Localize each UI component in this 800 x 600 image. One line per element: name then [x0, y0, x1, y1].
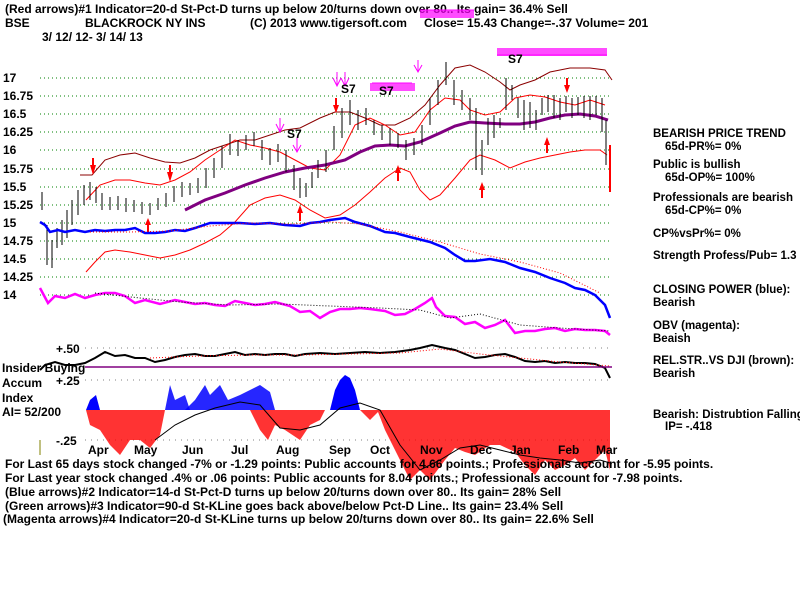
accum-label-4: AI= 52/200 — [2, 405, 62, 419]
accum-label-3: Index — [2, 391, 34, 405]
footer-magenta-arrows: (Magenta arrows)#4 Indicator=20-d St-KLi… — [3, 512, 594, 526]
accum-tick-top: +.50 — [56, 342, 80, 356]
obv-line — [38, 287, 611, 336]
x-tick: Feb — [558, 443, 580, 457]
svg-text:S7: S7 — [379, 84, 394, 98]
x-tick: Aug — [276, 443, 300, 457]
public-value: 65d-OP%= 100% — [665, 172, 755, 184]
professionals-title: Professionals are bearish — [653, 192, 793, 204]
x-tick: Dec — [470, 443, 493, 457]
accum-tick-mid: +.25 — [56, 374, 80, 388]
date-range: 3/ 12/ 12- 3/ 14/ 13 — [42, 30, 143, 44]
cp-vs-pr: CP%vsPr%= 0% — [653, 228, 741, 240]
accum-tick-bottom: -.25 — [56, 434, 77, 448]
footer-green-arrows: (Green arrows)#3 Indicator=90-d St-KLine… — [5, 499, 564, 513]
exchange-label: BSE — [5, 16, 30, 30]
magenta-arrows — [372, 9, 607, 84]
y-tick: 16.5 — [3, 107, 27, 121]
moving-average — [184, 112, 609, 212]
x-tick: Jul — [231, 443, 249, 457]
relstr-title: REL.STR..VS DJI (brown): — [653, 355, 795, 367]
closing-power-value: Bearish — [653, 297, 696, 309]
svg-text:S7: S7 — [508, 52, 523, 66]
price-bars — [41, 62, 607, 268]
x-tick: Apr — [88, 443, 109, 457]
middle-band — [85, 94, 606, 201]
price-gridlines — [40, 77, 612, 296]
closing-power-line — [39, 216, 612, 319]
footer-65day: For Last 65 days stock changed -7% or -1… — [5, 457, 714, 471]
x-tick: Oct — [370, 443, 391, 457]
y-tick: 16.25 — [3, 125, 34, 139]
red-arrows — [90, 78, 570, 233]
accum-label-1: Insider Buying — [2, 361, 86, 375]
x-tick: May — [134, 443, 158, 457]
y-tick: 14.5 — [3, 252, 27, 266]
accum-label-2: Accum — [2, 376, 43, 390]
y-tick: 15.5 — [3, 180, 27, 194]
accumulation-ma — [154, 401, 611, 471]
x-tick: Nov — [420, 443, 443, 457]
x-tick: Jun — [182, 443, 204, 457]
footer-year: For Last year stock changed .4% or .06 p… — [5, 471, 683, 485]
svg-text:S7: S7 — [287, 127, 302, 141]
obv-ma — [94, 292, 611, 332]
y-tick: 16.75 — [3, 89, 34, 103]
public-title: Public is bullish — [653, 159, 741, 171]
trend-value: 65d-PR%= 0% — [665, 141, 742, 153]
svg-text:S7: S7 — [341, 82, 356, 96]
x-tick: Mar — [596, 443, 618, 457]
obv-value: Beaish — [653, 333, 691, 345]
stock-name: BLACKROCK NY INS — [85, 16, 206, 30]
relative-strength-line — [39, 343, 611, 379]
relstr-value: Bearish — [653, 368, 696, 380]
magenta-down-arrows — [275, 60, 423, 154]
copyright: (C) 2013 www.tigersoft.com — [250, 16, 407, 30]
quote-summary: Close= 15.43 Change=-.37 Volume= 201 — [424, 16, 649, 30]
closing-power-ma — [90, 221, 601, 294]
footer-blue-arrows: (Blue arrows)#2 Indicator=14-d St-Pct-D … — [5, 485, 562, 499]
x-tick: Sep — [329, 443, 352, 457]
ip-title: Bearish: Distrubtion Falling — [653, 409, 800, 421]
s7-labels: S7 S7 S7 S7 — [287, 52, 523, 141]
y-tick: 14.75 — [3, 234, 34, 248]
y-tick: 14.25 — [3, 270, 34, 284]
accumulation-histogram — [86, 375, 610, 480]
magenta-tick-marks — [370, 10, 607, 91]
relative-strength-ma — [149, 348, 611, 367]
y-tick: 15.25 — [3, 198, 34, 212]
y-tick: 15 — [3, 216, 17, 230]
strength-ratio: Strength Profess/Pub= 1.3 — [653, 250, 797, 262]
y-tick: 15.75 — [3, 162, 34, 176]
y-tick: 17 — [3, 71, 17, 85]
trend-title: BEARISH PRICE TREND — [653, 128, 786, 140]
professionals-value: 65d-CP%= 0% — [665, 205, 742, 217]
closing-power-title: CLOSING POWER (blue): — [653, 284, 791, 296]
obv-title: OBV (magenta): — [653, 320, 740, 332]
y-tick: 14 — [3, 288, 17, 302]
x-tick: Jan — [510, 443, 531, 457]
ip-value: IP= -.418 — [665, 421, 712, 433]
y-tick: 16 — [3, 143, 17, 157]
lower-band — [85, 149, 608, 273]
